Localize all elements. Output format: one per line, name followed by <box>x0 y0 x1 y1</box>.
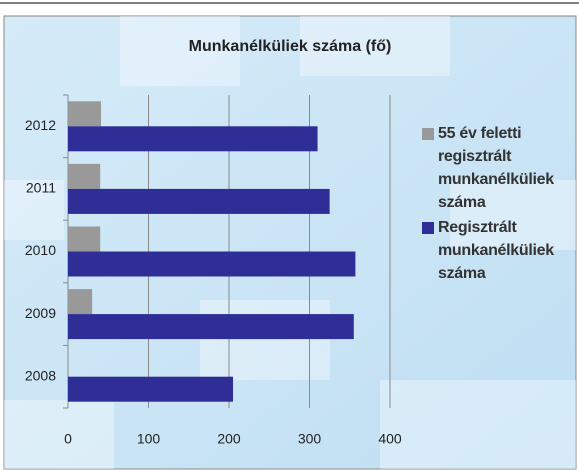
bar <box>68 289 93 315</box>
bar <box>68 188 330 214</box>
x-tick-label: 0 <box>64 431 72 447</box>
y-tick-label: 2011 <box>26 180 56 196</box>
y-tick-label: 2008 <box>25 367 56 383</box>
bar <box>68 314 354 340</box>
x-tick-label: 300 <box>298 431 322 447</box>
y-tick-label: 2010 <box>25 242 56 258</box>
bar <box>68 163 101 189</box>
y-tick-label: 2009 <box>25 305 56 321</box>
bar <box>68 126 318 152</box>
legend: 55 év feletti regisztrált munkanélküliek… <box>422 122 572 287</box>
bg-tiles <box>4 16 576 469</box>
bar <box>68 251 356 277</box>
legend-swatch <box>422 128 434 140</box>
legend-swatch <box>422 222 434 234</box>
x-tick-label: 100 <box>137 431 161 447</box>
legend-item: 55 év feletti regisztrált munkanélküliek… <box>422 122 572 214</box>
x-tick-label: 400 <box>378 431 402 447</box>
chart-title: Munkanélküliek száma (fő) <box>189 38 392 55</box>
legend-item: Regisztrált munkanélküliek száma <box>422 216 572 285</box>
bar <box>68 376 234 402</box>
y-tick-label: 2012 <box>25 117 56 133</box>
legend-label: 55 év feletti regisztrált munkanélküliek… <box>438 125 554 211</box>
bar <box>68 101 102 127</box>
legend-label: Regisztrált munkanélküliek száma <box>438 219 554 282</box>
x-tick-label: 200 <box>217 431 241 447</box>
bar <box>68 226 101 252</box>
